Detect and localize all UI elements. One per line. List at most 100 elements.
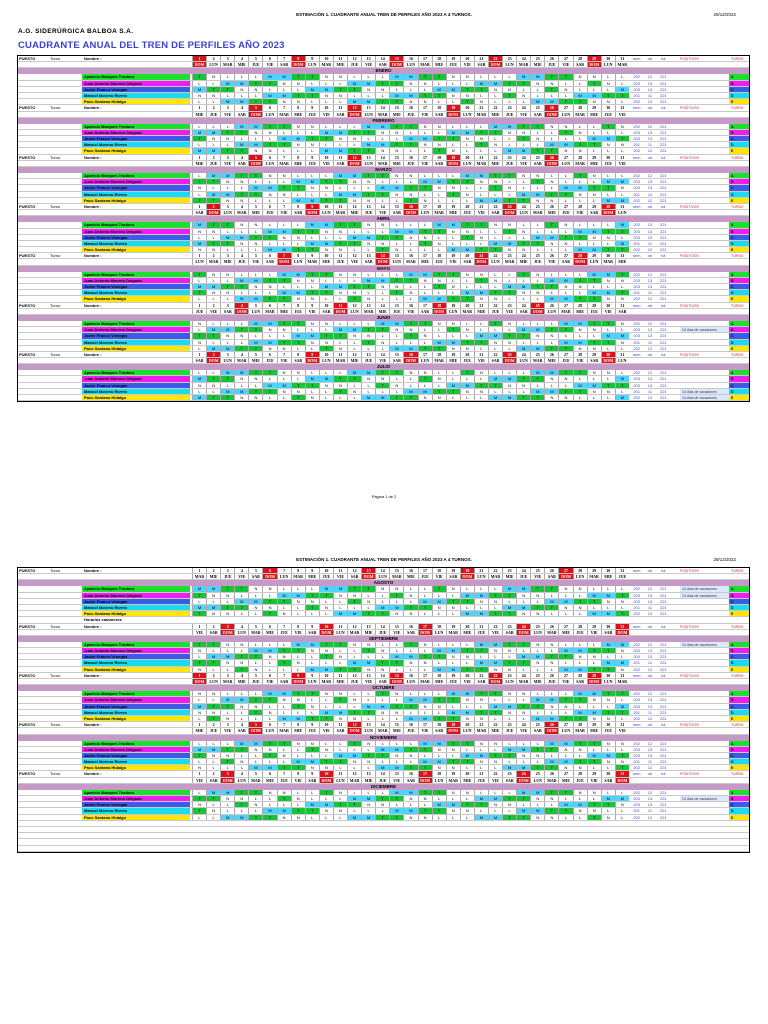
shift-cell: L xyxy=(572,703,587,709)
shift-cell: L xyxy=(403,666,417,672)
shift-cell: N xyxy=(389,382,403,388)
shift-cell: M xyxy=(431,759,446,765)
shift-cell: T xyxy=(192,197,207,203)
day-number: 12 xyxy=(347,771,361,777)
day-number: 3 xyxy=(220,623,235,629)
day-number: 10 xyxy=(318,56,333,62)
shift-cell: N xyxy=(473,136,488,142)
shift-cell: L xyxy=(487,715,502,722)
weekday: VIE xyxy=(530,574,544,580)
shift-cell: N xyxy=(220,333,234,339)
shift-cell: L xyxy=(347,703,361,709)
shift-cell: L xyxy=(530,86,544,92)
weekday: JUE xyxy=(473,777,488,783)
day-number: 19 xyxy=(445,56,460,62)
weekday: MAR xyxy=(262,308,276,314)
positivos-label: POSITIVOS xyxy=(680,254,699,259)
day-number: 24 xyxy=(516,253,530,259)
shift-cell: N xyxy=(276,814,291,820)
shift-cell: T xyxy=(516,333,531,339)
shift-cell: T xyxy=(558,191,573,197)
employee-totals: 202 12 221 xyxy=(630,691,670,696)
shift-cell: T xyxy=(248,191,263,197)
day-number: 20 xyxy=(459,672,474,678)
shift-cell: T xyxy=(530,123,545,129)
shift-cell: L xyxy=(614,173,629,179)
puesto-label: PUESTO xyxy=(19,351,36,357)
shift-cell: N xyxy=(290,598,305,604)
shift-cell: N xyxy=(206,92,220,99)
shift-cell: T xyxy=(487,129,503,136)
day-number: 5 xyxy=(248,154,263,160)
shift-cell: L xyxy=(459,320,474,327)
shift-cell: N xyxy=(192,709,206,715)
shift-cell: L xyxy=(234,74,248,80)
shift-cell: L xyxy=(262,333,276,339)
shift-cell: L xyxy=(347,382,361,388)
shift-cell: M xyxy=(304,759,319,765)
month-header: MAYO xyxy=(18,265,749,272)
shift-cell: L xyxy=(586,197,601,203)
group-code: A xyxy=(729,370,749,376)
shift-cell: N xyxy=(290,660,305,666)
shift-cell: L xyxy=(234,320,248,327)
shift-cell: L xyxy=(248,228,262,234)
weekday: LUN xyxy=(375,574,389,580)
shift-cell: N xyxy=(332,592,347,598)
shift-cell: N xyxy=(389,148,403,154)
shift-cell: M xyxy=(248,320,263,327)
shift-cell: N xyxy=(572,327,587,333)
shift-cell: L xyxy=(206,759,220,765)
shift-cell: N xyxy=(234,197,248,203)
shift-cell: L xyxy=(431,641,446,648)
shift-cell: L xyxy=(431,197,446,203)
shift-cell: L xyxy=(389,333,403,339)
shift-cell: L xyxy=(206,697,220,703)
shift-cell: N xyxy=(558,376,572,382)
shift-cell: L xyxy=(361,697,375,703)
shift-cell: L xyxy=(276,86,291,92)
shift-cell: N xyxy=(248,666,262,672)
day-number: 12 xyxy=(347,203,361,210)
shift-cell: T xyxy=(614,382,629,388)
shift-cell: M xyxy=(530,99,545,105)
day-number: 2 xyxy=(206,351,221,358)
day-number: 2 xyxy=(206,56,220,62)
weekday: MAR xyxy=(558,308,572,314)
shift-cell: N xyxy=(544,333,558,339)
shift-cell: T xyxy=(332,802,348,808)
shift-cell: N xyxy=(572,191,587,197)
turno-header: TURNO xyxy=(731,772,744,777)
total-value: 12 xyxy=(647,247,653,253)
weekday: MIE xyxy=(473,308,488,314)
shift-cell: N xyxy=(304,395,319,401)
shift-cell: L xyxy=(530,709,544,715)
weekday: VIE xyxy=(516,160,530,166)
employee-name: Juan Antonio Moreno Delgado xyxy=(82,228,190,234)
group-code: B xyxy=(729,327,749,333)
nombre-label: Nombre : xyxy=(84,105,102,111)
weekday: MAR xyxy=(248,629,262,635)
weekday: DOM xyxy=(544,111,559,117)
shift-cell: T xyxy=(445,388,460,394)
shift-cell: M xyxy=(276,136,291,142)
shift-cell: M xyxy=(389,185,404,191)
shift-cell: L xyxy=(431,752,446,759)
totals-header-cell: otr xyxy=(647,203,653,209)
shift-cell: N xyxy=(220,136,234,142)
shift-cell: M xyxy=(558,339,573,345)
weekday: VIE xyxy=(361,679,375,685)
employee-name: Manuel Moreno Rivera xyxy=(82,290,190,296)
shift-cell: L xyxy=(572,222,587,228)
shift-cell: M xyxy=(206,191,221,197)
shift-cell: T xyxy=(361,129,376,136)
weekday: MIE xyxy=(361,629,375,635)
shift-cell: L xyxy=(220,808,234,814)
shift-cell: T xyxy=(530,746,545,752)
shift-cell: L xyxy=(445,752,460,759)
shift-cell: L xyxy=(248,382,262,388)
day-number: 11 xyxy=(332,623,347,629)
shift-cell: L xyxy=(417,802,432,808)
shift-cell: N xyxy=(248,129,262,136)
